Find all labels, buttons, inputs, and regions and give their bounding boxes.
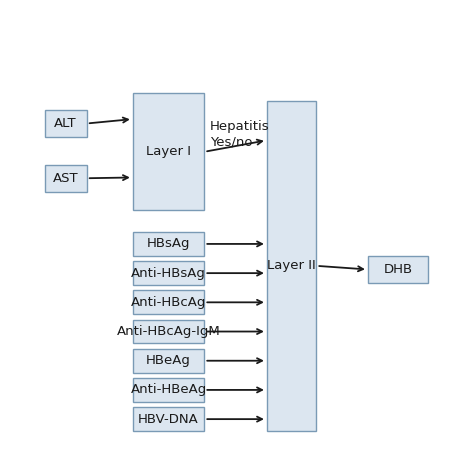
FancyBboxPatch shape bbox=[133, 407, 204, 431]
FancyBboxPatch shape bbox=[133, 232, 204, 256]
Text: Anti-HBeAg: Anti-HBeAg bbox=[130, 383, 207, 396]
FancyBboxPatch shape bbox=[267, 100, 316, 431]
FancyBboxPatch shape bbox=[133, 261, 204, 285]
Text: Layer I: Layer I bbox=[146, 145, 191, 158]
Text: DHB: DHB bbox=[383, 263, 413, 276]
Text: ALT: ALT bbox=[55, 117, 77, 130]
Text: HBV-DNA: HBV-DNA bbox=[138, 413, 199, 426]
FancyBboxPatch shape bbox=[368, 256, 428, 283]
FancyBboxPatch shape bbox=[133, 378, 204, 402]
Text: Hepatitis
Yes/no: Hepatitis Yes/no bbox=[210, 120, 270, 148]
FancyBboxPatch shape bbox=[133, 349, 204, 373]
Text: Anti-HBcAg: Anti-HBcAg bbox=[131, 296, 206, 309]
Text: Anti-HBsAg: Anti-HBsAg bbox=[131, 267, 206, 280]
Text: AST: AST bbox=[53, 172, 79, 185]
Text: Layer II: Layer II bbox=[267, 259, 316, 273]
FancyBboxPatch shape bbox=[133, 291, 204, 314]
Text: HBsAg: HBsAg bbox=[147, 237, 190, 250]
FancyBboxPatch shape bbox=[133, 319, 204, 343]
FancyBboxPatch shape bbox=[133, 93, 204, 210]
Text: Anti-HBcAg-IgM: Anti-HBcAg-IgM bbox=[117, 325, 220, 338]
FancyBboxPatch shape bbox=[45, 164, 87, 192]
Text: HBeAg: HBeAg bbox=[146, 354, 191, 367]
FancyBboxPatch shape bbox=[45, 110, 87, 137]
